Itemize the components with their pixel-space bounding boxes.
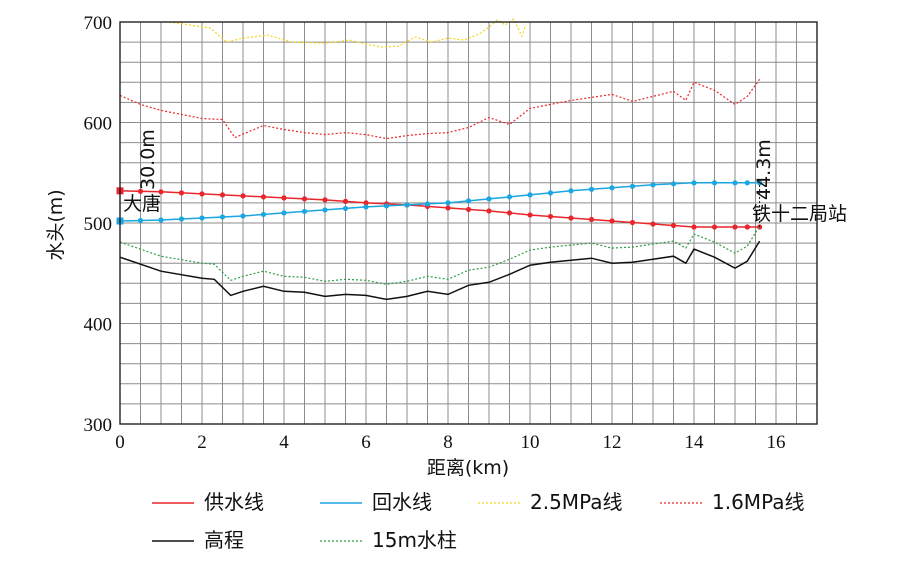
series-point — [547, 213, 554, 220]
series-point — [178, 190, 185, 196]
series-point — [137, 188, 144, 194]
series-point — [609, 218, 615, 224]
series-point — [363, 200, 369, 206]
series-point — [527, 192, 533, 198]
series-point — [445, 205, 451, 211]
series-point — [506, 194, 513, 200]
series-point — [240, 213, 246, 219]
series-point — [158, 217, 164, 223]
series-line-2 — [119, 182, 760, 222]
series-point — [404, 202, 410, 208]
series-point — [301, 208, 308, 215]
series-point — [732, 224, 738, 230]
series-point — [629, 219, 636, 226]
series-point — [465, 206, 472, 213]
x-tick-label: 14 — [685, 432, 705, 453]
series-line-1 — [119, 190, 760, 228]
series-line-4 — [119, 78, 761, 140]
series-point — [424, 201, 431, 207]
series-point — [240, 193, 246, 199]
series-point — [158, 189, 164, 195]
y-tick-label: 700 — [84, 13, 113, 34]
series-point — [260, 194, 267, 200]
series-point — [260, 211, 267, 218]
x-tick-label: 6 — [361, 432, 371, 453]
x-tick-label: 0 — [115, 432, 125, 453]
y-tick-label: 500 — [84, 214, 113, 235]
series-point — [691, 224, 697, 230]
series-point — [650, 221, 656, 227]
y-tick-label: 400 — [84, 315, 113, 336]
series-point — [178, 216, 185, 222]
series-point — [301, 196, 308, 202]
plot-frame — [119, 21, 818, 425]
y-axis-title: 水头(m) — [45, 189, 67, 260]
start-gap-label: 30.0m — [137, 129, 159, 190]
series-point — [281, 210, 287, 216]
series-point — [757, 180, 763, 186]
series-point — [199, 215, 205, 221]
series-line-6 — [119, 225, 761, 285]
series-point — [609, 185, 615, 191]
series-point — [363, 204, 369, 210]
series-point — [219, 214, 226, 220]
series-point — [588, 186, 595, 192]
series-point — [445, 200, 451, 206]
legend-label: 回水线 — [372, 490, 432, 514]
series-point — [527, 212, 533, 218]
y-tick-label: 600 — [84, 114, 113, 135]
series-point — [486, 196, 492, 202]
end-gap-label: 44.3m — [753, 139, 775, 200]
series-point — [711, 224, 718, 230]
series-point — [629, 183, 636, 189]
legend-label: 15m水柱 — [372, 528, 457, 552]
series-point — [568, 188, 574, 194]
annotations: 大唐 铁十二局站 30.0m 44.3m — [119, 129, 847, 228]
series-line-3 — [169, 18, 527, 48]
series-point — [691, 180, 697, 186]
grid — [119, 21, 818, 425]
series-point — [486, 208, 492, 214]
series-point — [568, 215, 574, 221]
series-point — [670, 181, 677, 187]
legend-label: 供水线 — [204, 490, 264, 514]
series-point — [342, 205, 349, 212]
series-point — [137, 217, 144, 224]
y-tick-label: 300 — [84, 415, 113, 436]
series-point — [744, 180, 750, 186]
series-point — [732, 180, 738, 186]
x-tick-label: 12 — [603, 432, 622, 453]
series-point — [219, 192, 226, 198]
series-point — [465, 198, 472, 204]
x-tick-label: 2 — [197, 432, 207, 453]
series-point — [588, 216, 595, 223]
x-tick-label: 8 — [443, 432, 453, 453]
series-layer — [116, 18, 763, 301]
series-point — [199, 191, 205, 197]
end-station-label: 铁十二局站 — [752, 203, 847, 225]
series-point — [506, 210, 513, 216]
x-tick-label: 16 — [767, 432, 786, 453]
x-axis-title: 距离(km) — [427, 457, 509, 479]
series-point — [670, 222, 677, 229]
tick-labels: 0 2 4 6 8 10 12 14 16 300 400 500 600 700 — [84, 13, 786, 453]
start-station-label: 大唐 — [123, 193, 161, 215]
series-point — [383, 203, 390, 209]
series-line-5 — [119, 240, 761, 301]
series-point — [281, 195, 287, 201]
legend-label: 2.5MPa线 — [530, 490, 622, 514]
series-point — [547, 190, 554, 196]
series-point — [342, 198, 349, 204]
x-tick-label: 10 — [521, 432, 540, 453]
series-point — [650, 182, 656, 188]
x-tick-label: 4 — [279, 432, 289, 453]
series-point — [322, 197, 328, 203]
legend-label: 1.6MPa线 — [712, 490, 804, 514]
series-point — [322, 207, 328, 213]
series-point — [744, 224, 750, 230]
legend-label: 高程 — [204, 528, 244, 552]
series-point — [711, 180, 718, 186]
